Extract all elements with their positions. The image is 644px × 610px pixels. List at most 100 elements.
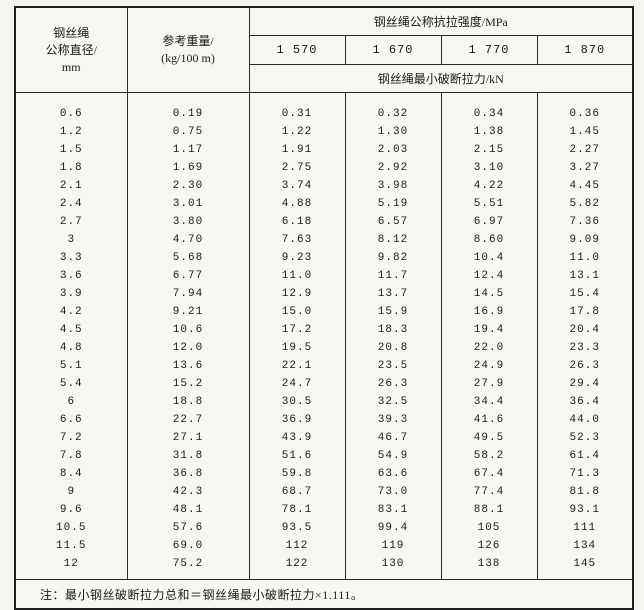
table-cell: 7.63 <box>248 231 346 249</box>
table-cell: 9.09 <box>536 231 634 249</box>
table-cell: 3.98 <box>344 177 442 195</box>
table-cell: 4.2 <box>14 303 128 321</box>
table-cell: 57.6 <box>126 519 250 537</box>
table-cell: 0.31 <box>248 92 346 123</box>
wire-rope-spec-table: 钢丝绳 公称直径/ mm 参考重量/ (kg/100 m) 钢丝绳公称抗拉强度/… <box>14 6 635 610</box>
table-cell: 4.70 <box>126 231 250 249</box>
table-cell: 4.88 <box>248 195 346 213</box>
table-cell: 0.19 <box>126 92 250 123</box>
weight-header-line1: 参考重量/ <box>162 34 214 48</box>
table-cell: 48.1 <box>126 501 250 519</box>
table-cell: 17.2 <box>248 321 346 339</box>
table-cell: 18.8 <box>126 393 250 411</box>
table-cell: 3.3 <box>14 249 128 267</box>
table-row: 7.8 31.8 51.6 54.9 58.2 61.4 <box>14 447 634 465</box>
breaking-force-header: 钢丝绳最小破断拉力/kN <box>248 64 634 93</box>
table-cell: 3.9 <box>14 285 128 303</box>
table-cell: 119 <box>344 537 442 555</box>
diameter-header-line1: 钢丝绳 <box>53 25 90 40</box>
weight-header-line2: (kg/100 m) <box>161 51 215 65</box>
table-row: 4.2 9.21 15.0 15.9 16.9 17.8 <box>14 303 634 321</box>
table-cell: 9.82 <box>344 249 442 267</box>
table-cell: 18.3 <box>344 321 442 339</box>
table-cell: 34.4 <box>440 393 538 411</box>
table-cell: 11.0 <box>248 267 346 285</box>
table-cell: 0.6 <box>14 92 128 123</box>
table-cell: 61.4 <box>536 447 634 465</box>
table-cell: 75.2 <box>126 555 250 580</box>
table-cell: 9.23 <box>248 249 346 267</box>
table-cell: 17.8 <box>536 303 634 321</box>
table-cell: 27.9 <box>440 375 538 393</box>
table-cell: 88.1 <box>440 501 538 519</box>
table-cell: 2.7 <box>14 213 128 231</box>
table-cell: 22.7 <box>126 411 250 429</box>
table-cell: 2.15 <box>440 141 538 159</box>
table-row: 4.5 10.6 17.2 18.3 19.4 20.4 <box>14 321 634 339</box>
table-row: 9 42.3 68.7 73.0 77.4 81.8 <box>14 483 634 501</box>
table-cell: 44.0 <box>536 411 634 429</box>
table-cell: 69.0 <box>126 537 250 555</box>
table-cell: 12.4 <box>440 267 538 285</box>
table-cell: 1.2 <box>14 123 128 141</box>
table-row: 5.1 13.6 22.1 23.5 24.9 26.3 <box>14 357 634 375</box>
table-cell: 81.8 <box>536 483 634 501</box>
table-cell: 13.1 <box>536 267 634 285</box>
table-cell: 4.22 <box>440 177 538 195</box>
diameter-header-line2: 公称直径/ <box>45 42 97 57</box>
table-cell: 5.19 <box>344 195 442 213</box>
table-cell: 2.03 <box>344 141 442 159</box>
table-cell: 126 <box>440 537 538 555</box>
table-cell: 105 <box>440 519 538 537</box>
table-cell: 0.36 <box>536 92 634 123</box>
table-row: 3.9 7.94 12.9 13.7 14.5 15.4 <box>14 285 634 303</box>
table-cell: 93.1 <box>536 501 634 519</box>
table-cell: 26.3 <box>344 375 442 393</box>
table-cell: 78.1 <box>248 501 346 519</box>
table-row: 6.6 22.7 36.9 39.3 41.6 44.0 <box>14 411 634 429</box>
table-cell: 134 <box>536 537 634 555</box>
table-cell: 12 <box>14 555 128 580</box>
diameter-column-header: 钢丝绳 公称直径/ mm <box>14 6 128 93</box>
table-cell: 31.8 <box>126 447 250 465</box>
table-cell: 5.82 <box>536 195 634 213</box>
table-cell: 5.1 <box>14 357 128 375</box>
table-cell: 2.4 <box>14 195 128 213</box>
table-cell: 10.6 <box>126 321 250 339</box>
table-cell: 46.7 <box>344 429 442 447</box>
weight-column-header: 参考重量/ (kg/100 m) <box>126 6 250 93</box>
table-row: 8.4 36.8 59.8 63.6 67.4 71.3 <box>14 465 634 483</box>
table-cell: 1.38 <box>440 123 538 141</box>
table-cell: 6.77 <box>126 267 250 285</box>
table-cell: 1.45 <box>536 123 634 141</box>
table-cell: 26.3 <box>536 357 634 375</box>
table-cell: 7.94 <box>126 285 250 303</box>
table-cell: 7.2 <box>14 429 128 447</box>
table-cell: 122 <box>248 555 346 580</box>
table-cell: 11.0 <box>536 249 634 267</box>
table-cell: 15.4 <box>536 285 634 303</box>
table-cell: 43.9 <box>248 429 346 447</box>
table-row: 1.8 1.69 2.75 2.92 3.10 3.27 <box>14 159 634 177</box>
table-cell: 19.4 <box>440 321 538 339</box>
table-cell: 1.30 <box>344 123 442 141</box>
table-cell: 6.6 <box>14 411 128 429</box>
table-cell: 36.4 <box>536 393 634 411</box>
table-note: 注：最小钢丝破断拉力总和＝钢丝绳最小破断拉力×1.111。 <box>14 579 634 610</box>
diameter-header-line3: mm <box>61 59 81 74</box>
table-cell: 3 <box>14 231 128 249</box>
table-cell: 10.5 <box>14 519 128 537</box>
table-cell: 2.1 <box>14 177 128 195</box>
table-cell: 52.3 <box>536 429 634 447</box>
table-row: 3 4.70 7.63 8.12 8.60 9.09 <box>14 231 634 249</box>
table-cell: 12.9 <box>248 285 346 303</box>
table-cell: 4.8 <box>14 339 128 357</box>
table-cell: 63.6 <box>344 465 442 483</box>
table-cell: 19.5 <box>248 339 346 357</box>
table-cell: 36.9 <box>248 411 346 429</box>
tensile-strength-header: 钢丝绳公称抗拉强度/MPa <box>248 6 634 36</box>
table-row: 2.7 3.80 6.18 6.57 6.97 7.36 <box>14 213 634 231</box>
table-cell: 58.2 <box>440 447 538 465</box>
table-cell: 73.0 <box>344 483 442 501</box>
